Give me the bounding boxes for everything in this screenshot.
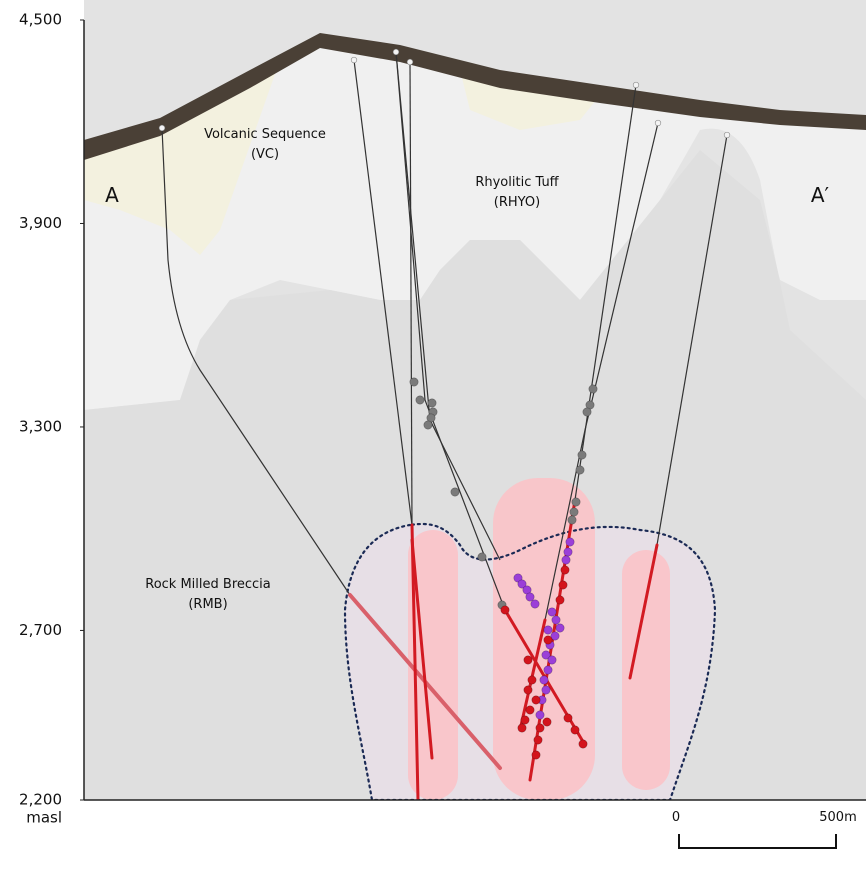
section-start: A xyxy=(105,183,119,207)
sample xyxy=(579,740,587,748)
scale-start: 0 xyxy=(672,810,680,825)
sample xyxy=(536,711,544,719)
sample xyxy=(501,606,509,614)
mineralised-zone xyxy=(622,550,670,790)
sample xyxy=(526,706,534,714)
sample xyxy=(424,421,432,429)
collar xyxy=(407,59,413,65)
sample xyxy=(524,686,532,694)
sample xyxy=(544,666,552,674)
sample xyxy=(428,399,436,407)
scale-bar xyxy=(679,834,836,848)
unit-name: Rhyolitic Tuff xyxy=(475,175,559,190)
sample xyxy=(451,488,459,496)
tick-label: 3,900 xyxy=(19,214,62,232)
sample xyxy=(532,696,540,704)
collar xyxy=(393,49,399,55)
sample xyxy=(540,676,548,684)
sample xyxy=(571,726,579,734)
sample xyxy=(410,378,418,386)
sample xyxy=(583,408,591,416)
sample xyxy=(544,636,552,644)
axis-unit: masl xyxy=(26,809,62,827)
sample xyxy=(559,581,567,589)
sample xyxy=(518,724,526,732)
unit-name: Rock Milled Breccia xyxy=(145,577,271,592)
sample xyxy=(570,508,578,516)
collar xyxy=(351,57,357,63)
sample xyxy=(534,736,542,744)
sample xyxy=(521,716,529,724)
collar xyxy=(724,132,730,138)
sample xyxy=(548,656,556,664)
sample xyxy=(566,538,574,546)
unit-code: (VC) xyxy=(251,147,279,162)
sample xyxy=(524,656,532,664)
sample xyxy=(562,556,570,564)
tick-label: 3,300 xyxy=(19,417,62,435)
y-ticks: 4,500 3,900 3,300 2,700 2,200 xyxy=(19,11,84,809)
scale-end: 500m xyxy=(819,810,856,825)
sample xyxy=(416,396,424,404)
unit-name: Volcanic Sequence xyxy=(204,127,326,142)
tick-label: 2,700 xyxy=(19,621,62,639)
collar xyxy=(655,120,661,126)
sample xyxy=(568,516,576,524)
sample xyxy=(531,600,539,608)
sample xyxy=(589,385,597,393)
cross-section: 4,500 3,900 3,300 2,700 2,200 masl Volcanic … xyxy=(0,0,866,883)
sample xyxy=(578,451,586,459)
sample xyxy=(478,553,486,561)
sample xyxy=(576,466,584,474)
sample xyxy=(544,626,552,634)
sample xyxy=(532,751,540,759)
sample xyxy=(552,616,560,624)
geology xyxy=(84,0,866,800)
unit-code: (RMB) xyxy=(188,597,227,612)
sample xyxy=(572,498,580,506)
sample xyxy=(542,686,550,694)
sample xyxy=(548,608,556,616)
tick-label: 2,200 xyxy=(19,791,62,809)
tick-label: 4,500 xyxy=(19,11,62,29)
sample xyxy=(543,718,551,726)
sample xyxy=(556,596,564,604)
sample xyxy=(561,566,569,574)
unit-code: (RHYO) xyxy=(494,195,540,210)
collar xyxy=(159,125,165,131)
sample xyxy=(564,548,572,556)
sample xyxy=(556,624,564,632)
sample xyxy=(526,593,534,601)
sample xyxy=(536,724,544,732)
section-end: A′ xyxy=(811,183,830,207)
sample xyxy=(528,676,536,684)
collar xyxy=(633,82,639,88)
sample xyxy=(564,714,572,722)
